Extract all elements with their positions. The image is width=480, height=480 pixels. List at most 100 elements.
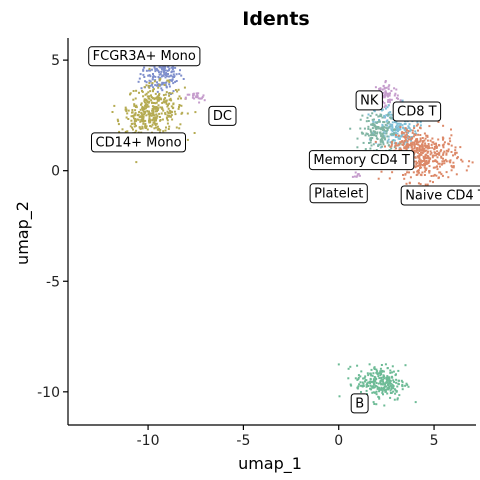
data-point bbox=[181, 112, 183, 114]
data-point bbox=[382, 89, 384, 91]
data-point bbox=[395, 373, 397, 375]
data-point bbox=[359, 128, 361, 130]
data-point bbox=[391, 171, 393, 173]
data-point bbox=[163, 99, 165, 101]
data-point bbox=[360, 370, 362, 372]
data-point bbox=[384, 96, 386, 98]
data-point bbox=[156, 127, 158, 129]
data-point bbox=[166, 117, 168, 119]
data-point bbox=[374, 384, 376, 386]
data-point bbox=[360, 119, 362, 121]
data-point bbox=[168, 76, 170, 78]
data-point bbox=[440, 149, 442, 151]
data-point bbox=[142, 123, 144, 125]
data-point bbox=[140, 73, 142, 75]
data-point bbox=[151, 102, 153, 104]
x-axis-title: umap_1 bbox=[238, 454, 302, 474]
cluster-label: Memory CD4 T bbox=[309, 151, 413, 170]
data-point bbox=[442, 175, 444, 177]
data-point bbox=[168, 83, 170, 85]
data-point bbox=[383, 405, 385, 407]
data-point bbox=[429, 147, 431, 149]
data-point bbox=[415, 157, 417, 159]
data-point bbox=[178, 127, 180, 129]
data-point bbox=[172, 76, 174, 78]
chart-title: Idents bbox=[242, 8, 309, 30]
data-point bbox=[382, 121, 384, 123]
data-point bbox=[398, 380, 400, 382]
data-point bbox=[380, 133, 382, 135]
data-point bbox=[156, 81, 158, 83]
data-point bbox=[380, 141, 382, 143]
data-point bbox=[466, 169, 468, 171]
data-point bbox=[149, 75, 151, 77]
data-point bbox=[373, 119, 375, 121]
data-point bbox=[453, 165, 455, 167]
data-point bbox=[419, 165, 421, 167]
data-point bbox=[134, 120, 136, 122]
data-point bbox=[153, 106, 155, 108]
data-point bbox=[424, 142, 426, 144]
data-point bbox=[428, 143, 430, 145]
data-point bbox=[421, 174, 423, 176]
data-point bbox=[436, 150, 438, 152]
data-point bbox=[375, 369, 377, 371]
data-point bbox=[442, 137, 444, 139]
data-point bbox=[409, 182, 411, 184]
data-point bbox=[414, 130, 416, 132]
data-point bbox=[398, 394, 400, 396]
data-point bbox=[168, 81, 170, 83]
cluster-label-text: Platelet bbox=[314, 186, 363, 201]
data-point bbox=[140, 104, 142, 106]
data-point bbox=[154, 80, 156, 82]
data-point bbox=[418, 182, 420, 184]
data-point bbox=[167, 104, 169, 106]
data-point bbox=[165, 127, 167, 129]
cluster-points-7 bbox=[352, 172, 361, 178]
data-point bbox=[385, 108, 387, 110]
data-point bbox=[388, 104, 390, 106]
data-point bbox=[153, 102, 155, 104]
data-point bbox=[439, 172, 441, 174]
data-point bbox=[161, 113, 163, 115]
data-point bbox=[416, 138, 418, 140]
data-point bbox=[388, 112, 390, 114]
data-point bbox=[152, 82, 154, 84]
data-point bbox=[368, 114, 370, 116]
data-point bbox=[417, 171, 419, 173]
data-point bbox=[468, 160, 470, 162]
data-point bbox=[360, 381, 362, 383]
data-point bbox=[370, 388, 372, 390]
data-point bbox=[171, 71, 173, 73]
data-point bbox=[150, 113, 152, 115]
data-point bbox=[174, 67, 176, 69]
data-point bbox=[144, 124, 146, 126]
data-point bbox=[405, 132, 407, 134]
data-point bbox=[192, 97, 194, 99]
data-point bbox=[153, 88, 155, 90]
data-point bbox=[160, 71, 162, 73]
data-point bbox=[428, 125, 430, 127]
data-point bbox=[395, 142, 397, 144]
data-point bbox=[338, 363, 340, 365]
data-point bbox=[150, 99, 152, 101]
data-point bbox=[146, 93, 148, 95]
data-point bbox=[389, 146, 391, 148]
cluster-label-text: CD8 T bbox=[397, 104, 436, 119]
data-point bbox=[392, 386, 394, 388]
data-point bbox=[194, 132, 196, 134]
data-point bbox=[392, 127, 394, 129]
data-point bbox=[371, 133, 373, 135]
data-point bbox=[373, 387, 375, 389]
data-point bbox=[146, 84, 148, 86]
data-point bbox=[391, 376, 393, 378]
data-point bbox=[432, 156, 434, 158]
data-point bbox=[415, 134, 417, 136]
data-point bbox=[367, 374, 369, 376]
data-point bbox=[408, 138, 410, 140]
data-point bbox=[164, 97, 166, 99]
data-point bbox=[171, 114, 173, 116]
data-point bbox=[428, 157, 430, 159]
data-point bbox=[180, 97, 182, 99]
